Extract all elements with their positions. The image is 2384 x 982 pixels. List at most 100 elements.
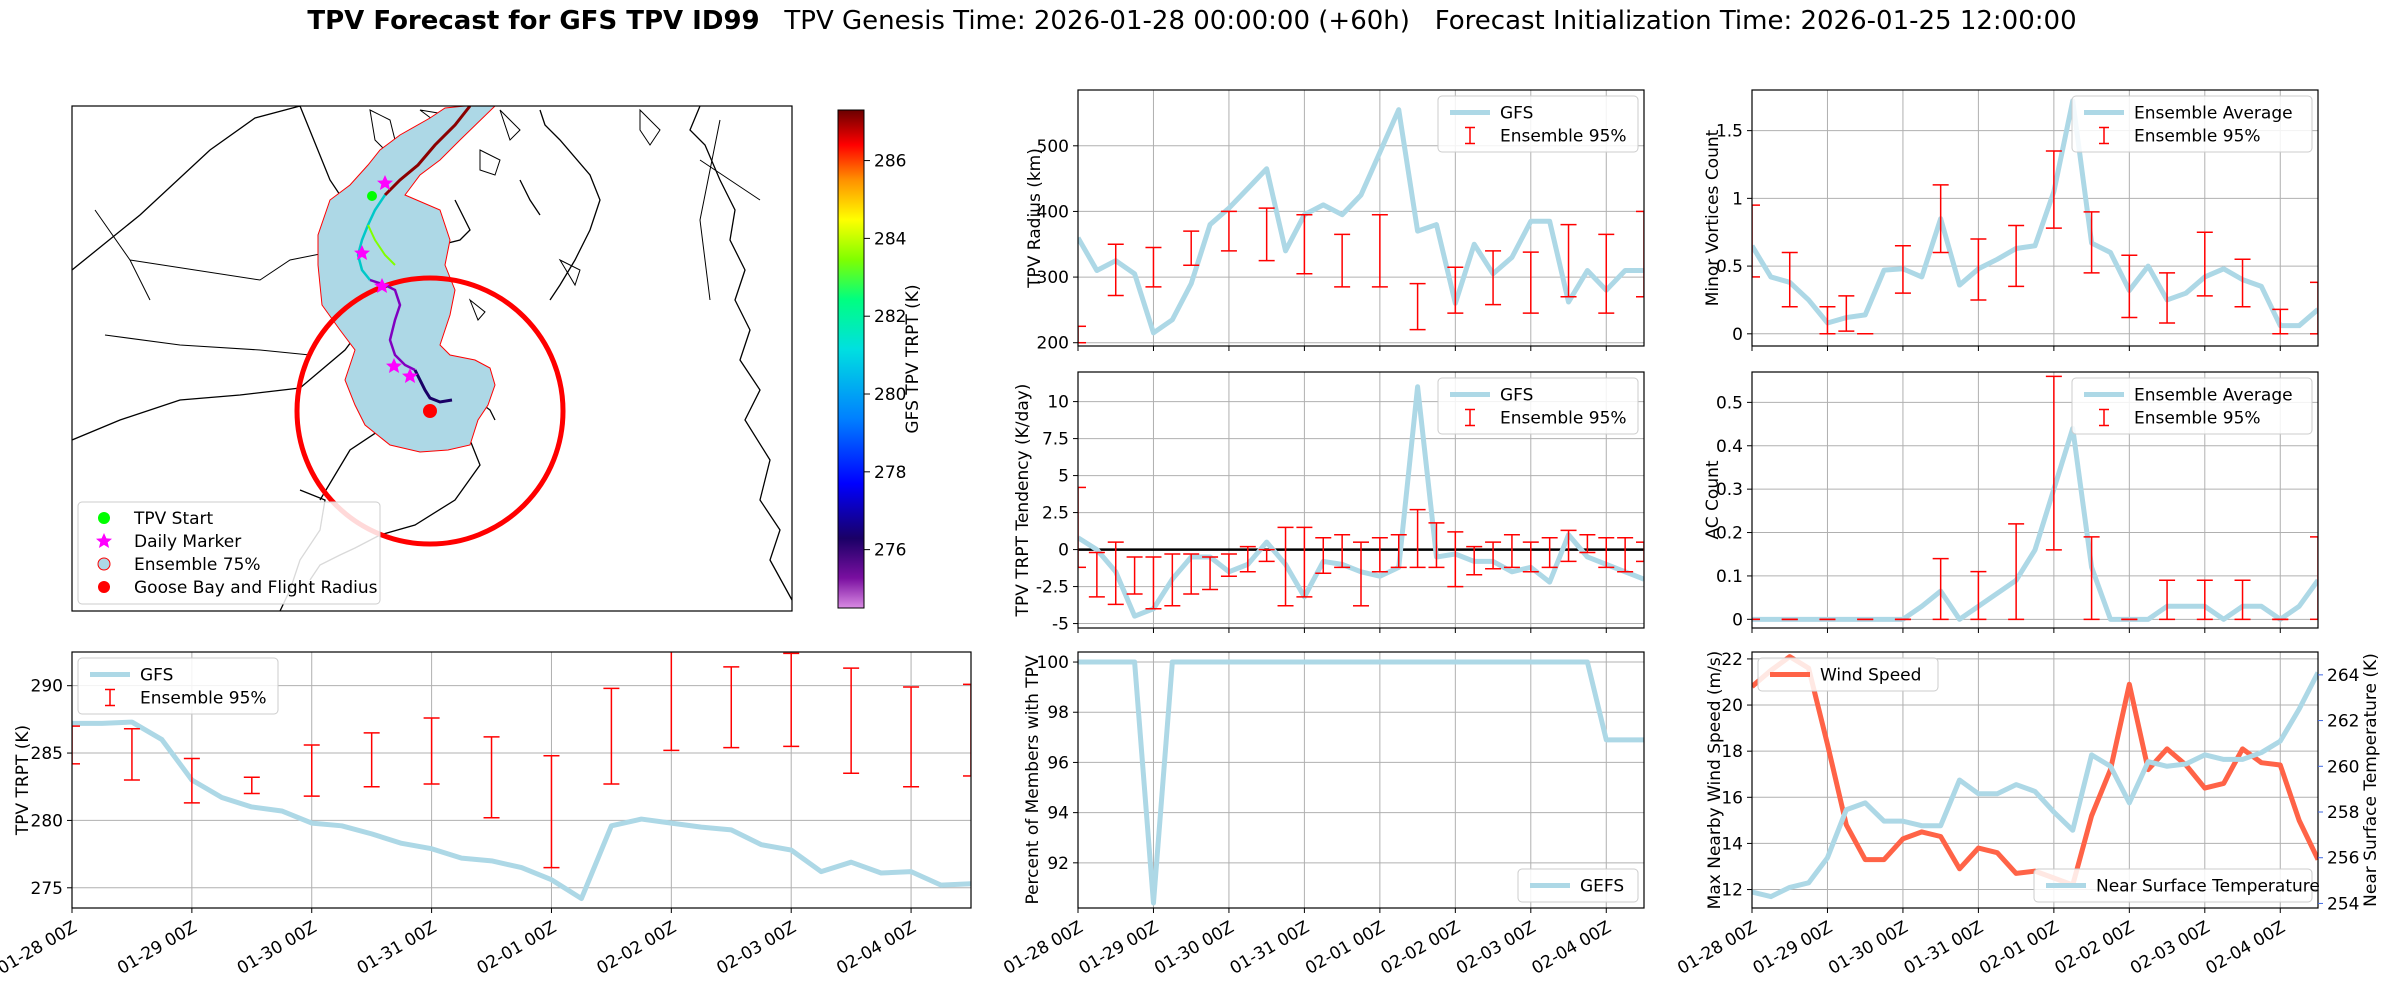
legend-box [1517, 868, 1639, 903]
y-tick-label: 0.2 [1716, 524, 1743, 544]
chart-tendency: -5 -2.5 0 2.5 5 7.5 10 TPV TRPT Tendency (K/day… [1013, 371, 1645, 635]
y-axis-label: AC Count [1703, 460, 1723, 539]
y-axis-label: Percent of Members with TPV [1023, 655, 1043, 904]
daily-marker-star [377, 175, 393, 190]
axes-frame [1751, 651, 2319, 909]
x-tick-label: 01-30 00Z [1825, 917, 1911, 978]
chart-legend: Wind Speed [1757, 657, 1939, 692]
legend-label: Ensemble 95% [2134, 127, 2261, 147]
legend-label: Near Surface Temperature [2096, 877, 2320, 897]
series-line-gefs [1078, 659, 1644, 906]
daily-marker-star [374, 278, 390, 293]
map-frame [71, 105, 793, 612]
y-tick-label: 10 [1047, 393, 1069, 413]
errorbars [72, 652, 971, 869]
x-tick-label: 02-01 00Z [1976, 917, 2062, 978]
y-tick-label: 275 [31, 879, 63, 899]
axes-frame [1751, 89, 2319, 347]
daily-marker-star [386, 358, 402, 373]
y-tick-label: 280 [31, 811, 63, 831]
y-tick-label: 285 [31, 744, 63, 764]
legend-label: GEFS [1580, 877, 1624, 897]
x-tick-label: 02-02 00Z [2052, 917, 2138, 978]
colorbar-gradient [837, 109, 865, 609]
y-axis-label: Minor Vortices Count [1703, 129, 1723, 306]
y-tick-label: 0.1 [1716, 567, 1743, 587]
y-right-tick-label: 254 [2327, 894, 2359, 914]
errorbars [1752, 375, 2318, 621]
y-tick-label: 290 [31, 677, 63, 697]
x-tick-label: 01-28 00Z [1674, 917, 1760, 978]
country-borders [94, 119, 761, 356]
y-tick-label: 0 [1732, 610, 1743, 630]
y-right-tick-label: 258 [2327, 803, 2359, 823]
y-tick-label: 12 [1721, 881, 1743, 901]
y-axis-label: Max Nearby Wind Speed (m/s) [1705, 651, 1725, 910]
track-segment-warm [383, 106, 472, 197]
legend-star-icon [96, 533, 112, 548]
plot-area [1752, 375, 2318, 622]
legend-box [2071, 95, 2313, 153]
x-tick-label: 01-30 00Z [1151, 917, 1237, 978]
y-tick-label: 200 [1037, 334, 1069, 354]
legend-daily-marker-label: Daily Marker [134, 532, 241, 552]
chart-legend: GFS Ensemble 95% [1437, 95, 1639, 153]
y-tick-label: 98 [1047, 703, 1069, 723]
legend-label: GFS [1500, 104, 1533, 124]
x-tick-label: 02-03 00Z [1453, 917, 1539, 978]
x-tick-label: 02-04 00Z [833, 917, 919, 978]
legend-label: Ensemble 95% [2134, 409, 2261, 429]
x-tick-label: 01-29 00Z [114, 917, 200, 978]
colorbar: 276 278 280 282 284 286 GFS TPV TRPT (K) [837, 109, 923, 609]
y-tick-label: 7.5 [1042, 430, 1069, 450]
legend-label: GFS [140, 666, 173, 686]
x-tick-label: 02-04 00Z [2202, 917, 2288, 978]
daily-marker-star [354, 245, 370, 260]
y-tick-label: 92 [1047, 854, 1069, 874]
axes-frame [1077, 371, 1645, 629]
tpv-start-marker [367, 191, 377, 201]
track-segment-cool [369, 278, 416, 372]
legend-label: Ensemble Average [2134, 104, 2293, 124]
axes-frame [71, 651, 972, 909]
y-right-tick-label: 256 [2327, 849, 2359, 869]
daily-markers [354, 175, 418, 383]
series-line-gfs [1078, 107, 1644, 336]
map-drawing [72, 106, 792, 611]
y-tick-label: 18 [1721, 742, 1743, 762]
y-tick-label: 500 [1037, 137, 1069, 157]
colorbar-tick-label: 278 [874, 463, 906, 483]
chart-trpt: 275 280 285 290 01-28 00Z 01-29 00Z 01-30 00Z 0… [0, 651, 972, 979]
legend-tpv-start-label: TPV Start [133, 509, 214, 529]
colorbar-tick-label: 276 [874, 541, 906, 561]
colorbar-tick-label: 280 [874, 385, 906, 405]
colorbar-ticks: 276 278 280 282 284 286 [864, 152, 906, 561]
map-panel: TPV Start Daily Marker Ensemble 75% Goos… [71, 105, 923, 612]
y-tick-label: 0.5 [1716, 393, 1743, 413]
legend-box [2071, 377, 2313, 435]
x-tick-label: 01-29 00Z [1750, 917, 1836, 978]
y-tick-label: 94 [1047, 804, 1069, 824]
y-right-tick-label: 262 [2327, 712, 2359, 732]
y-tick-label: 1.5 [1716, 122, 1743, 142]
legend-label: GFS [1500, 386, 1533, 406]
y-tick-label: 22 [1721, 650, 1743, 670]
y-right-axis-label: Near Surface Temperature (K) [2361, 653, 2381, 907]
x-tick-label: 01-31 00Z [1227, 917, 1313, 978]
x-tick-label: 01-31 00Z [354, 917, 440, 978]
series-line-ensemble-average [1752, 425, 2318, 622]
plot-area [72, 652, 971, 902]
x-tick-label: 01-28 00Z [1000, 917, 1086, 978]
map-legend-box [77, 501, 381, 605]
y-right-tick-label: 260 [2327, 757, 2359, 777]
legend-tpv-start-icon [98, 512, 110, 524]
legend-label: Wind Speed [1820, 666, 1921, 686]
y-axis-label: TPV TRPT (K) [13, 725, 33, 836]
map-legend: TPV Start Daily Marker Ensemble 75% Goos… [77, 501, 381, 605]
series-line-near-surface-temperature [1752, 671, 2318, 900]
y-tick-label: 0.4 [1716, 437, 1743, 457]
chart-legend: Ensemble Average Ensemble 95% [2071, 95, 2313, 153]
